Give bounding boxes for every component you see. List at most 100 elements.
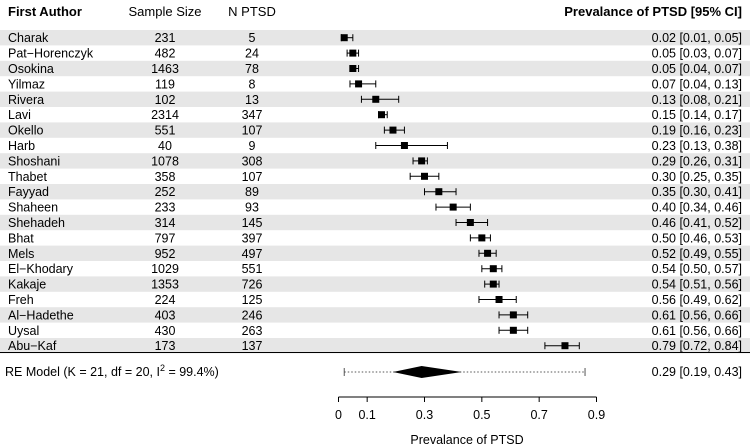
point-estimate	[484, 249, 492, 257]
table-row: Okello 551 107 0.19 [0.16, 0.23]	[8, 124, 742, 138]
study-ci-label: 0.79 [0.72, 0.84]	[652, 339, 742, 353]
row-stripe	[0, 184, 750, 200]
row-stripe	[0, 307, 750, 323]
study-sample-size: 551	[155, 124, 176, 138]
study-ci-label: 0.13 [0.08, 0.21]	[652, 93, 742, 107]
table-row: Fayyad 252 89 0.35 [0.30, 0.41]	[8, 185, 742, 199]
point-estimate	[449, 203, 457, 211]
study-sample-size: 231	[155, 31, 176, 45]
study-ci-label: 0.35 [0.30, 0.41]	[652, 185, 742, 199]
study-n-ptsd: 93	[245, 201, 259, 215]
study-ci-label: 0.40 [0.34, 0.46]	[652, 201, 742, 215]
study-sample-size: 233	[155, 201, 176, 215]
study-n-ptsd: 13	[245, 93, 259, 107]
header-first-author: First Author	[8, 4, 82, 19]
point-estimate	[489, 265, 497, 273]
study-sample-size: 252	[155, 185, 176, 199]
table-row: Pat−Horenczyk 482 24 0.05 [0.03, 0.07]	[8, 47, 742, 61]
study-author: Rivera	[8, 93, 44, 107]
table-row: Abu−Kaf 173 137 0.79 [0.72, 0.84]	[8, 339, 742, 353]
study-author: Kakaje	[8, 278, 46, 292]
x-tick-label: 0.5	[473, 408, 490, 422]
table-row: Shoshani 1078 308 0.29 [0.26, 0.31]	[8, 154, 742, 168]
x-tick-label: 0.3	[416, 408, 433, 422]
table-row: Shaheen 233 93 0.40 [0.34, 0.46]	[8, 201, 742, 215]
study-sample-size: 482	[155, 47, 176, 61]
summary-marks	[343, 366, 586, 378]
point-estimate	[495, 296, 503, 303]
study-n-ptsd: 78	[245, 62, 259, 76]
study-ci-label: 0.56 [0.49, 0.62]	[652, 293, 742, 307]
study-sample-size: 224	[155, 293, 176, 307]
study-author: Shehadeh	[8, 216, 65, 230]
study-ci-label: 0.07 [0.04, 0.13]	[652, 77, 742, 91]
table-row: Harb 40 9 0.23 [0.13, 0.38]	[8, 139, 742, 153]
study-sample-size: 102	[155, 93, 176, 107]
x-axis: 0 0.1 0.3 0.5 0.7 0.9	[335, 396, 605, 422]
study-n-ptsd: 308	[242, 154, 263, 168]
x-tick-label: 0.7	[530, 408, 547, 422]
study-author: Osokina	[8, 62, 54, 76]
table-row: Mels 952 497 0.52 [0.49, 0.55]	[8, 247, 742, 261]
table-row: Kakaje 1353 726 0.54 [0.51, 0.56]	[8, 278, 742, 292]
row-stripe	[0, 122, 750, 138]
study-n-ptsd: 263	[242, 324, 263, 338]
table-row: Charak 231 5 0.02 [0.01, 0.05]	[8, 31, 742, 45]
point-estimate	[355, 80, 363, 88]
study-author: Shaheen	[8, 201, 58, 215]
study-ci-label: 0.23 [0.13, 0.38]	[652, 139, 742, 153]
study-n-ptsd: 246	[242, 308, 263, 322]
re-model-label: RE Model (K = 21, df = 20, I2 = 99.4%)	[5, 363, 219, 379]
study-ci-label: 0.30 [0.25, 0.35]	[652, 170, 742, 184]
study-author: Charak	[8, 31, 49, 45]
study-rows: Charak 231 5 0.02 [0.01, 0.05] Pat−Horenczyk…	[8, 31, 742, 353]
point-estimate	[478, 234, 486, 242]
study-n-ptsd: 347	[242, 108, 263, 122]
study-author: Lavi	[8, 108, 31, 122]
header-n-ptsd: N PTSD	[228, 4, 276, 19]
x-tick-label: 0	[335, 408, 342, 422]
table-row: Thabet 358 107 0.30 [0.25, 0.35]	[8, 170, 742, 184]
study-author: Yilmaz	[8, 77, 45, 91]
summary-ci-label: 0.29 [0.19, 0.43]	[652, 365, 742, 379]
study-sample-size: 1078	[151, 154, 179, 168]
point-estimate	[418, 157, 426, 165]
study-author: Fayyad	[8, 185, 49, 199]
table-row: El−Khodary 1029 551 0.54 [0.50, 0.57]	[8, 262, 742, 276]
point-estimate	[349, 65, 357, 72]
row-stripe	[0, 214, 750, 231]
study-author: Freh	[8, 293, 34, 307]
point-estimate	[561, 342, 569, 350]
study-sample-size: 1353	[151, 278, 179, 292]
point-estimate	[378, 111, 385, 119]
row-stripe	[0, 30, 750, 46]
row-stripes	[0, 30, 750, 354]
study-n-ptsd: 8	[249, 77, 256, 91]
study-n-ptsd: 9	[249, 139, 256, 153]
table-row: Al−Hadethe 403 246 0.61 [0.56, 0.66]	[8, 308, 742, 322]
study-sample-size: 430	[155, 324, 176, 338]
x-tick-label: 0.1	[358, 408, 375, 422]
study-author: Mels	[8, 247, 34, 261]
study-ci-label: 0.61 [0.56, 0.66]	[652, 324, 742, 338]
study-sample-size: 403	[155, 308, 176, 322]
study-ci-label: 0.15 [0.14, 0.17]	[652, 108, 742, 122]
study-sample-size: 358	[155, 170, 176, 184]
study-n-ptsd: 125	[242, 293, 263, 307]
study-n-ptsd: 5	[249, 31, 256, 45]
table-row: Osokina 1463 78 0.05 [0.04, 0.07]	[8, 62, 742, 76]
study-ci-label: 0.05 [0.04, 0.07]	[652, 62, 742, 76]
study-ci-label: 0.52 [0.49, 0.55]	[652, 247, 742, 261]
point-estimate	[466, 219, 474, 226]
study-author: Harb	[8, 139, 35, 153]
row-stripe	[0, 276, 750, 292]
row-stripe	[0, 338, 750, 354]
point-estimate	[509, 326, 517, 334]
study-author: Shoshani	[8, 154, 60, 168]
study-sample-size: 797	[155, 231, 176, 245]
study-ci-label: 0.29 [0.26, 0.31]	[652, 154, 742, 168]
table-row: Lavi 2314 347 0.15 [0.14, 0.17]	[8, 108, 742, 122]
point-estimate	[421, 172, 428, 180]
study-n-ptsd: 726	[242, 278, 263, 292]
